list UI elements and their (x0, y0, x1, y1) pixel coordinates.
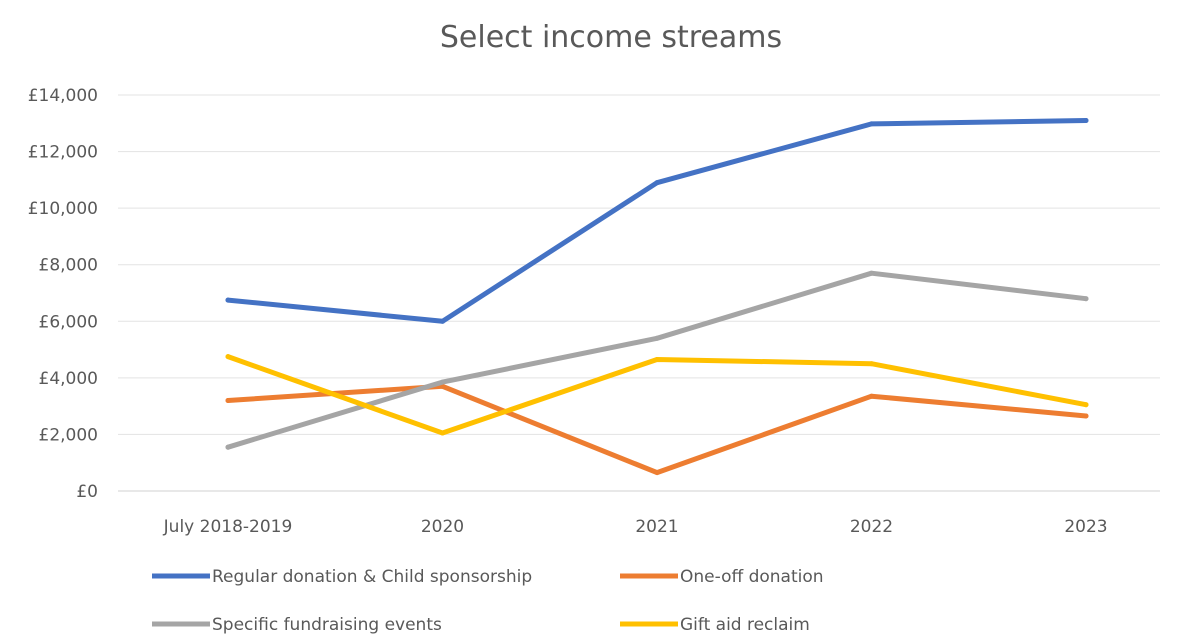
y-tick-label: £0 (76, 482, 98, 502)
legend-label: Gift aid reclaim (680, 615, 810, 635)
legend-label: Specific fundraising events (212, 615, 442, 635)
legend-label: Regular donation & Child sponsorship (212, 567, 532, 587)
data-point (1083, 413, 1089, 419)
data-point (869, 393, 874, 399)
data-point (654, 357, 660, 362)
data-point (654, 470, 660, 476)
y-tick-label: £4,000 (39, 369, 98, 389)
data-point (440, 379, 445, 385)
y-tick-label: £8,000 (39, 256, 98, 276)
data-point (225, 398, 231, 403)
data-point (225, 444, 231, 450)
y-tick-label: £10,000 (28, 199, 98, 219)
data-point (1083, 296, 1089, 302)
y-tick-label: £12,000 (28, 143, 98, 163)
x-tick-label: 2021 (635, 517, 678, 537)
y-tick-label: £2,000 (39, 425, 98, 445)
series-line (225, 118, 1089, 324)
x-tick-label: 2020 (421, 517, 464, 537)
x-tick-label: 2023 (1064, 517, 1107, 537)
legend: Regular donation & Child sponsorship One-… (152, 567, 824, 635)
data-point (225, 354, 231, 360)
data-point (440, 318, 445, 324)
data-point (869, 121, 874, 127)
x-tick-label: 2022 (850, 517, 893, 537)
series-lines (225, 118, 1089, 476)
x-tick-label: July 2018-2019 (163, 517, 293, 537)
data-point (869, 361, 874, 367)
y-tick-label: £14,000 (28, 86, 98, 106)
data-point (440, 430, 445, 436)
y-axis-ticks: £0 £2,000 £4,000 £6,000 £8,000 £10,000 £12,000… (28, 86, 98, 502)
data-point (225, 297, 231, 303)
chart-subtitle: Select income streams (440, 20, 782, 55)
data-point (1083, 402, 1089, 408)
series-line (225, 383, 1089, 476)
x-axis-ticks: July 2018-2019 2020 2021 2022 2023 (163, 517, 1108, 537)
data-point (869, 270, 874, 276)
data-point (654, 335, 660, 341)
legend-label: One-off donation (680, 567, 824, 587)
series-line (225, 354, 1089, 436)
data-point (654, 180, 660, 186)
y-tick-label: £6,000 (39, 312, 98, 332)
data-point (1083, 118, 1089, 123)
